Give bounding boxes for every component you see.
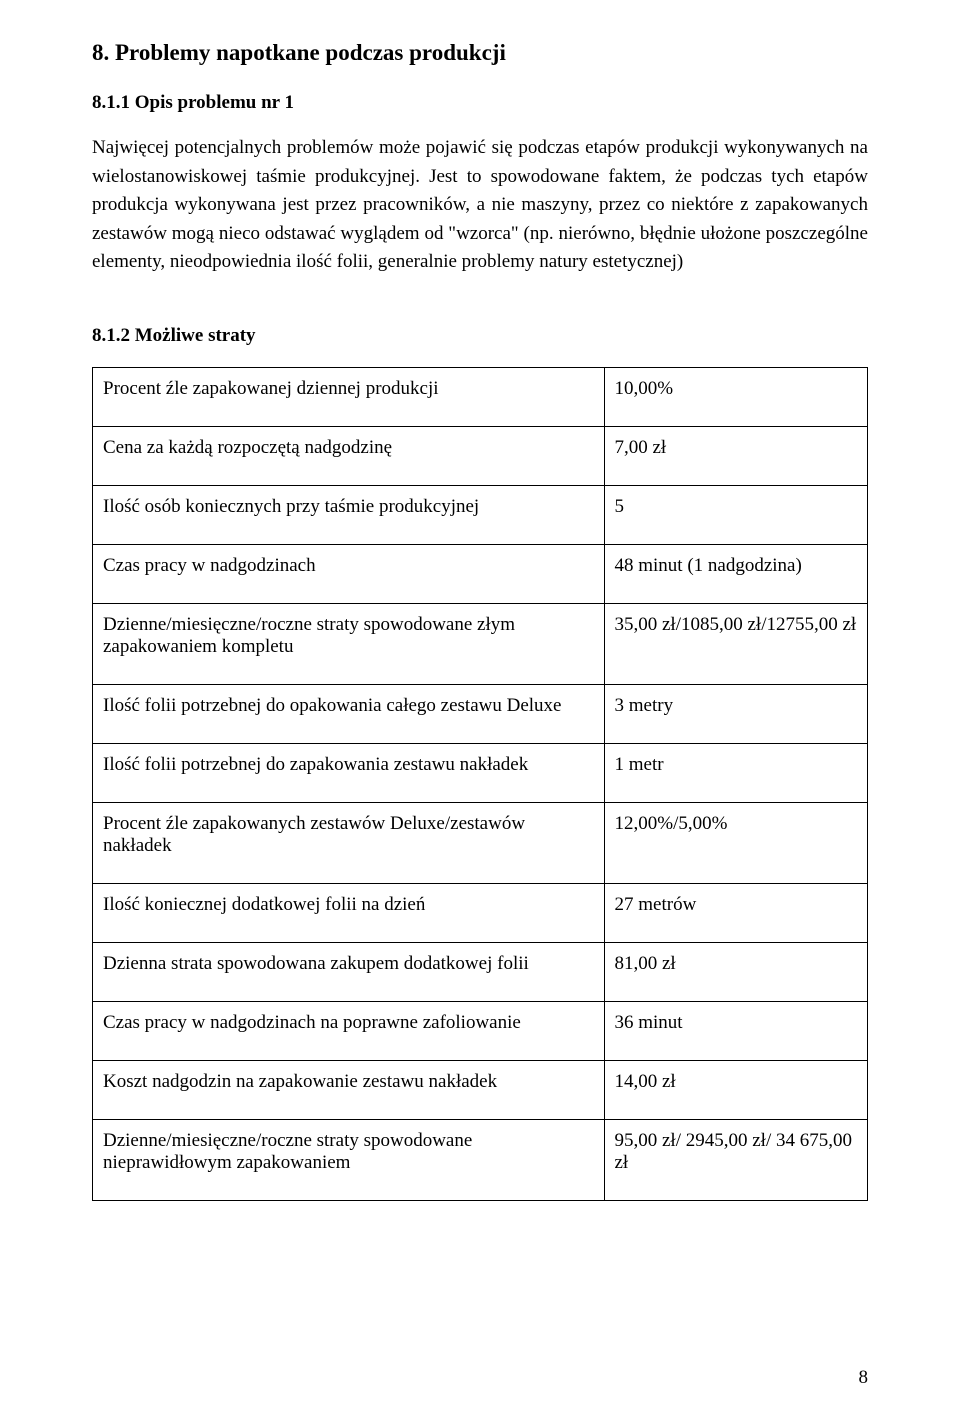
row-label: Ilość folii potrzebnej do opakowania cał… [93,684,605,743]
table-row: Dzienne/miesięczne/roczne straty spowodo… [93,1119,868,1200]
section-title: 8. Problemy napotkane podczas produkcji [92,40,868,66]
table-row: Koszt nadgodzin na zapakowanie zestawu n… [93,1060,868,1119]
subsection-title-1: 8.1.1 Opis problemu nr 1 [92,92,868,114]
body-paragraph: Najwięcej potencjalnych problemów może p… [92,134,868,277]
table-row: Ilość folii potrzebnej do opakowania cał… [93,684,868,743]
row-value: 35,00 zł/1085,00 zł/12755,00 zł [604,603,868,684]
row-value: 48 minut (1 nadgodzina) [604,544,868,603]
table-row: Dzienna strata spowodowana zakupem dodat… [93,942,868,1001]
row-value: 27 metrów [604,883,868,942]
row-label: Dzienne/miesięczne/roczne straty spowodo… [93,1119,605,1200]
row-label: Cena za każdą rozpoczętą nadgodzinę [93,426,605,485]
table-row: Czas pracy w nadgodzinach na poprawne za… [93,1001,868,1060]
row-label: Czas pracy w nadgodzinach [93,544,605,603]
table-row: Czas pracy w nadgodzinach 48 minut (1 na… [93,544,868,603]
subsection-title-2: 8.1.2 Możliwe straty [92,325,868,347]
row-label: Dzienna strata spowodowana zakupem dodat… [93,942,605,1001]
row-value: 95,00 zł/ 2945,00 zł/ 34 675,00 zł [604,1119,868,1200]
row-label: Koszt nadgodzin na zapakowanie zestawu n… [93,1060,605,1119]
row-value: 14,00 zł [604,1060,868,1119]
loss-table: Procent źle zapakowanej dziennej produkc… [92,367,868,1201]
table-row: Ilość osób koniecznych przy taśmie produ… [93,485,868,544]
row-label: Ilość koniecznej dodatkowej folii na dzi… [93,883,605,942]
table-row: Ilość folii potrzebnej do zapakowania ze… [93,743,868,802]
row-label: Procent źle zapakowanej dziennej produkc… [93,367,605,426]
row-value: 36 minut [604,1001,868,1060]
table-row: Cena za każdą rozpoczętą nadgodzinę 7,00… [93,426,868,485]
loss-table-body: Procent źle zapakowanej dziennej produkc… [93,367,868,1200]
row-value: 10,00% [604,367,868,426]
document-page: 8. Problemy napotkane podczas produkcji … [0,0,960,1423]
table-row: Procent źle zapakowanej dziennej produkc… [93,367,868,426]
page-number: 8 [859,1367,869,1389]
row-label: Ilość folii potrzebnej do zapakowania ze… [93,743,605,802]
row-label: Dzienne/miesięczne/roczne straty spowodo… [93,603,605,684]
row-value: 7,00 zł [604,426,868,485]
row-label: Ilość osób koniecznych przy taśmie produ… [93,485,605,544]
row-value: 81,00 zł [604,942,868,1001]
table-row: Procent źle zapakowanych zestawów Deluxe… [93,802,868,883]
row-value: 12,00%/5,00% [604,802,868,883]
table-row: Dzienne/miesięczne/roczne straty spowodo… [93,603,868,684]
row-label: Czas pracy w nadgodzinach na poprawne za… [93,1001,605,1060]
table-row: Ilość koniecznej dodatkowej folii na dzi… [93,883,868,942]
row-value: 1 metr [604,743,868,802]
row-value: 5 [604,485,868,544]
row-label: Procent źle zapakowanych zestawów Deluxe… [93,802,605,883]
row-value: 3 metry [604,684,868,743]
